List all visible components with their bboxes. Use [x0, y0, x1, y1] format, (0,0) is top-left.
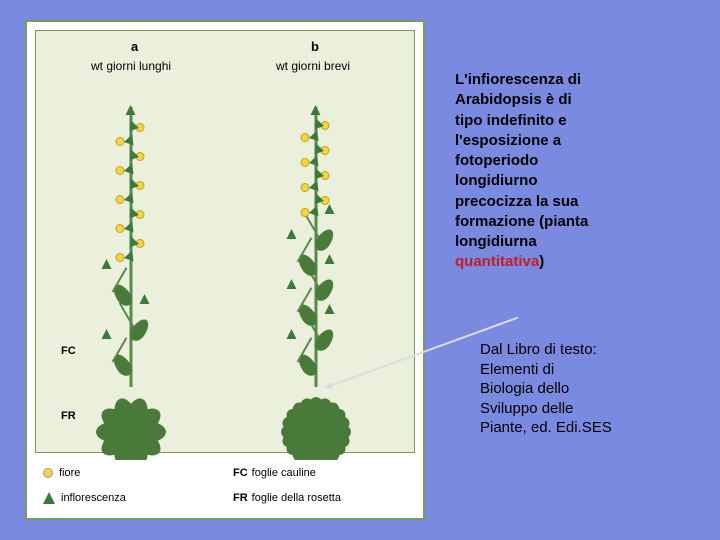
legend-fr-label: FR — [233, 492, 248, 504]
legend-fc: foglie cauline — [252, 467, 316, 479]
fr-label-a: FR — [61, 410, 76, 422]
panel-b-letter: b — [311, 39, 319, 54]
panel-a-subtitle: wt giorni lunghi — [91, 59, 171, 73]
plant-a — [86, 382, 176, 432]
quantitativa-word: quantitativa — [455, 253, 539, 270]
rosette-b — [261, 382, 371, 432]
figure-panel: a wt giorni lunghi b wt giorni brevi FC … — [25, 20, 425, 520]
legend-infl: inflorescenza — [61, 492, 126, 504]
panel-a-letter: a — [131, 39, 138, 54]
fc-label-a: FC — [61, 345, 76, 357]
plant-b — [261, 382, 371, 432]
stem-b — [315, 107, 318, 387]
legend: fiore FC foglie cauline inflorescenza FR f… — [35, 460, 415, 510]
legend-fiore: fiore — [59, 467, 80, 479]
legend-fc-label: FC — [233, 467, 248, 479]
stem-a — [130, 107, 133, 387]
main-text: L'infiorescenza di Arabidopsis è di tipo… — [455, 70, 690, 273]
flower-icon — [43, 468, 53, 478]
diagram-area: a wt giorni lunghi b wt giorni brevi FC … — [35, 30, 415, 453]
panel-b-subtitle: wt giorni brevi — [276, 59, 350, 73]
legend-fr: foglie della rosetta — [252, 492, 341, 504]
inflorescence-icon — [43, 492, 55, 504]
rosette-a — [86, 382, 176, 432]
citation-text: Dal Libro di testo: Elementi di Biologia… — [480, 340, 695, 438]
